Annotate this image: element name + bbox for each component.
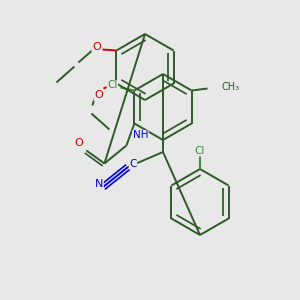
Text: Cl: Cl	[107, 80, 118, 91]
Text: NH: NH	[133, 130, 148, 140]
Text: O: O	[94, 91, 103, 100]
Text: O: O	[74, 139, 83, 148]
Text: Cl: Cl	[195, 146, 205, 156]
Text: O: O	[92, 41, 101, 52]
Text: C: C	[129, 159, 137, 169]
Text: CH₃: CH₃	[222, 82, 240, 92]
Text: N: N	[95, 179, 103, 189]
